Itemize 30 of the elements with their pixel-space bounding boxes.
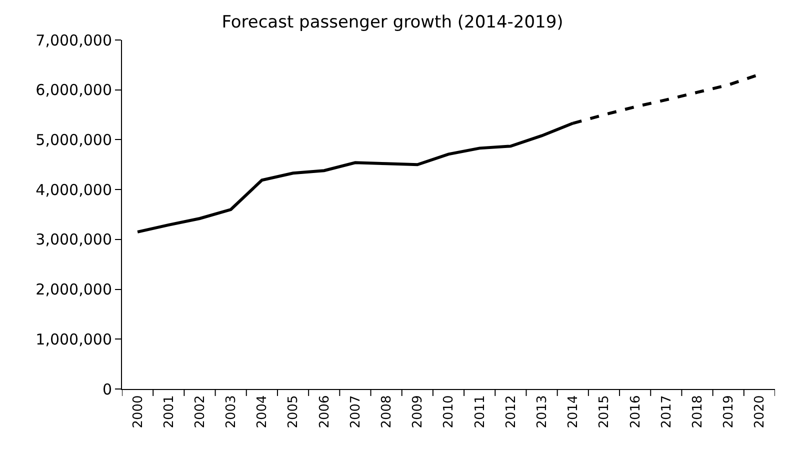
y-tick-label: 2,000,000 [36,280,112,299]
y-tick-label: 0 [102,380,112,398]
x-tick-label: 2003 [224,395,240,428]
x-tick-label: 2015 [597,395,612,428]
x-tick-label: 2014 [566,395,582,428]
x-tick-label: 2006 [317,395,332,428]
x-tick-label: 2017 [659,395,674,428]
x-tick-label: 2002 [192,395,208,428]
chart-title: Forecast passenger growth (2014-2019) [222,12,564,33]
y-tick-label: 5,000,000 [36,130,112,149]
y-tick-label: 7,000,000 [36,31,112,50]
x-tick-label: 2018 [690,395,706,428]
x-tick-label: 2004 [255,395,270,428]
x-tick-label: 2008 [380,395,395,428]
x-tick-label: 2005 [286,395,302,428]
x-tick-label: 2011 [472,395,488,428]
x-tick-label: 2016 [628,395,644,428]
x-tick-label: 2009 [410,395,426,428]
x-tick-label: 2019 [722,395,737,428]
x-tick-label: 2012 [504,395,519,428]
x-tick-label: 2010 [442,395,457,428]
x-tick-label: 2020 [752,395,768,428]
y-tick-label: 6,000,000 [36,81,112,100]
x-tick-label: 2000 [130,395,146,428]
x-tick-label: 2007 [348,395,364,428]
x-tick-label: 2001 [162,395,177,428]
x-tick-label: 2013 [535,395,550,428]
y-tick-label: 1,000,000 [36,330,112,348]
y-tick-label: 4,000,000 [36,180,112,199]
y-tick-label: 3,000,000 [36,230,112,249]
